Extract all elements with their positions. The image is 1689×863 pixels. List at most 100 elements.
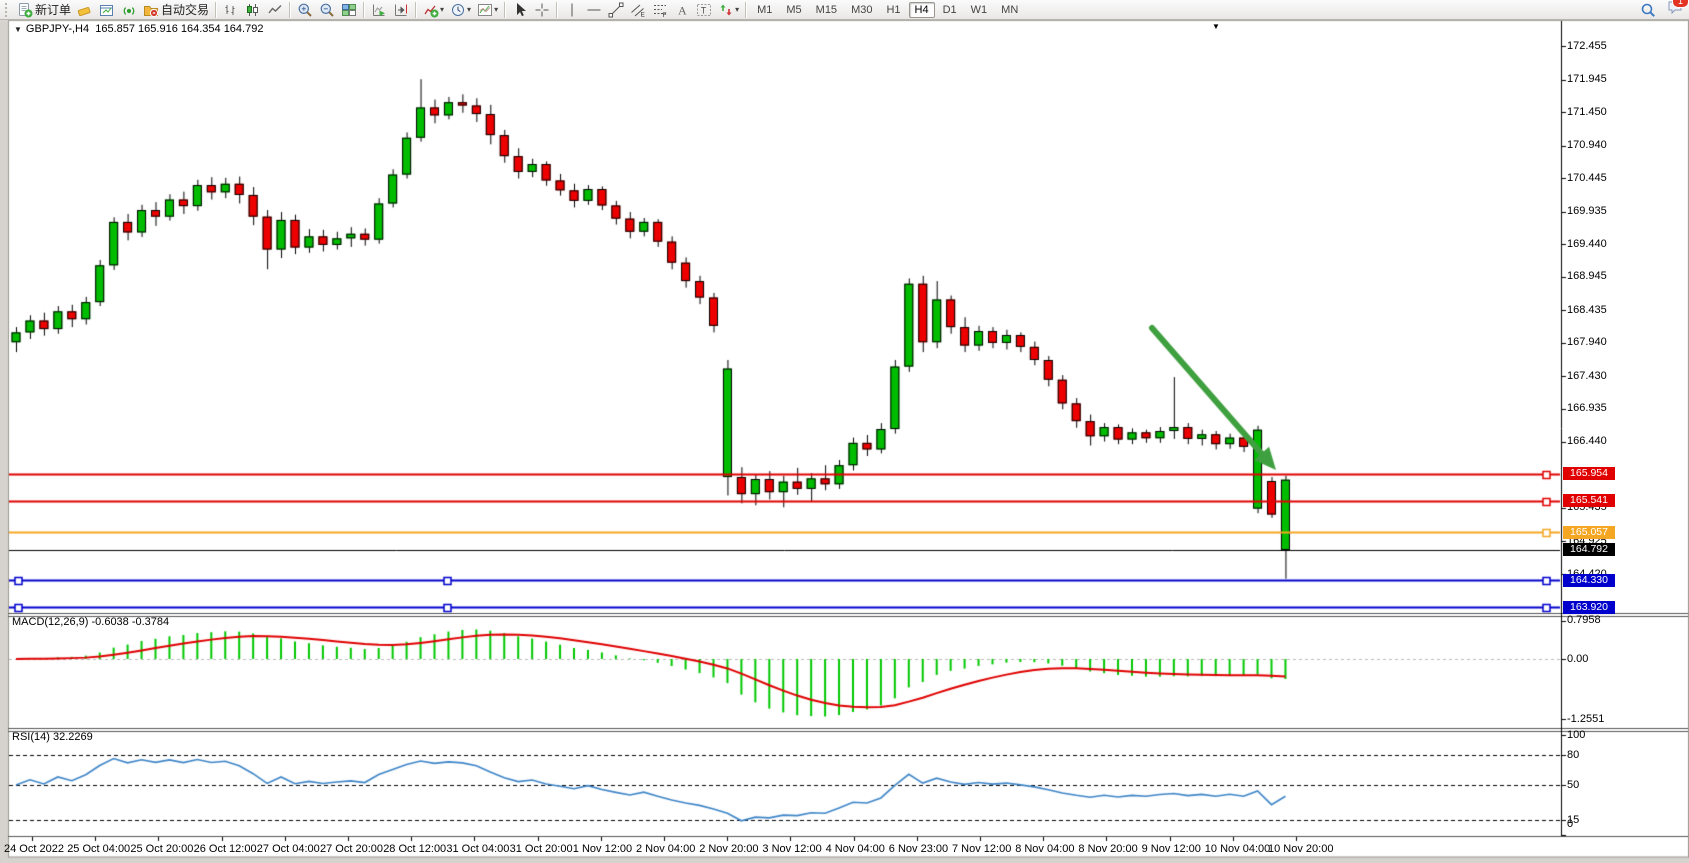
templates-button[interactable]: ▾ xyxy=(474,0,501,20)
toolbar-grip[interactable] xyxy=(5,2,11,17)
time-axis-label: 31 Oct 20:00 xyxy=(509,843,573,855)
shapes-icon xyxy=(720,4,732,15)
chart-title: ▼ GBPJPY-,H4 165.857 165.916 164.354 164.… xyxy=(14,23,263,35)
text-button[interactable]: A xyxy=(671,0,693,20)
trendline-icon xyxy=(608,2,624,17)
timeframe-mn-button[interactable]: MN xyxy=(1001,3,1019,16)
eraser-icon xyxy=(77,6,91,16)
search-icon xyxy=(1641,3,1655,17)
bar-chart-button[interactable] xyxy=(220,0,242,20)
timeframe-m1-button[interactable]: M1 xyxy=(757,3,773,16)
timeframe-w1-button[interactable]: W1 xyxy=(970,3,988,16)
zoom-out-button[interactable] xyxy=(316,0,338,20)
vertical-line-button[interactable] xyxy=(561,0,583,20)
toolbar-separator xyxy=(556,1,559,18)
horizontal-line-button[interactable] xyxy=(583,0,605,20)
time-axis-label: 25 Oct 20:00 xyxy=(130,843,194,855)
timeframe-m30-button[interactable]: M30 xyxy=(851,3,873,16)
price-level-badge: 165.057 xyxy=(1563,525,1615,539)
chat-button[interactable]: 1 xyxy=(1667,0,1689,20)
new-indicator-button[interactable]: ▾ xyxy=(420,0,447,20)
time-axis-label: 9 Nov 12:00 xyxy=(1141,843,1201,855)
trendline-button[interactable] xyxy=(605,0,627,20)
time-axis-label: 8 Nov 04:00 xyxy=(1015,843,1075,855)
chart-shift-marker-icon[interactable]: ▼ xyxy=(1212,22,1220,31)
zoom-in-icon xyxy=(298,3,312,17)
rsi-axis-tick: 50 xyxy=(1567,778,1580,791)
add-indicator-icon xyxy=(424,5,439,17)
new-order-button[interactable]: 新订单 xyxy=(14,0,74,20)
candlestick-button[interactable] xyxy=(242,0,264,20)
time-axis-label: 28 Oct 12:00 xyxy=(383,843,447,855)
time-axis-label: 10 Nov 04:00 xyxy=(1204,843,1271,855)
text-label-button[interactable]: T xyxy=(693,0,715,20)
candlestick-icon xyxy=(247,3,259,16)
equidistant-channel-button[interactable]: E xyxy=(627,0,649,20)
chart-autoscroll-icon xyxy=(373,4,386,16)
zoom-out-icon xyxy=(320,3,334,17)
price-axis-tick: 170.940 xyxy=(1567,139,1607,152)
crosshair-icon xyxy=(535,3,549,16)
time-axis-label: 4 Nov 04:00 xyxy=(825,843,885,855)
price-axis-tick: 168.945 xyxy=(1567,270,1607,283)
cursor-icon xyxy=(517,2,527,16)
chevron-down-icon: ▾ xyxy=(467,5,472,14)
macd-axis-tick: 0.00 xyxy=(1567,652,1589,665)
time-axis-label: 25 Oct 04:00 xyxy=(67,843,131,855)
auto-trading-button-label: 自动交易 xyxy=(161,3,210,17)
chart-shift-button[interactable] xyxy=(390,0,412,20)
svg-text:E: E xyxy=(641,11,646,18)
time-axis-label: 6 Nov 23:00 xyxy=(888,843,949,855)
toolbar-separator xyxy=(504,1,507,18)
time-axis-label: 1 Nov 12:00 xyxy=(572,843,633,855)
tile-windows-button[interactable] xyxy=(338,0,360,20)
toolbar-separator xyxy=(415,1,418,18)
chevron-down-icon: ▾ xyxy=(440,5,445,14)
price-axis-tick: 171.450 xyxy=(1567,105,1607,118)
arrows-button[interactable]: ▾ xyxy=(715,0,742,20)
line-chart-button[interactable] xyxy=(264,0,286,20)
price-axis-tick: 172.455 xyxy=(1567,39,1607,52)
chart-window-icon xyxy=(100,4,114,16)
timeframe-d1-button[interactable]: D1 xyxy=(942,3,957,16)
time-axis-label: 7 Nov 12:00 xyxy=(952,843,1012,855)
signal-button[interactable] xyxy=(118,0,140,20)
price-axis-tick: 170.445 xyxy=(1567,171,1607,184)
auto-scroll-button[interactable] xyxy=(368,0,390,20)
toolbar-separator xyxy=(363,1,366,18)
price-axis-tick: 171.945 xyxy=(1567,73,1607,86)
one-click-trading-icon[interactable]: ▼ xyxy=(14,25,22,34)
timeframe-m5-button[interactable]: M5 xyxy=(786,3,802,16)
price-axis-tick: 166.440 xyxy=(1567,435,1607,448)
crosshair-button[interactable] xyxy=(531,0,553,20)
bar-chart-icon xyxy=(225,4,235,15)
periods-button[interactable]: ▾ xyxy=(447,0,474,20)
zoom-in-button[interactable] xyxy=(294,0,316,20)
timeframe-h1-button[interactable]: H1 xyxy=(886,3,901,16)
timeframe-m15-button[interactable]: M15 xyxy=(815,3,838,16)
auto-trading-button[interactable]: 自动交易 xyxy=(140,0,212,20)
fibonacci-button[interactable]: F xyxy=(649,0,671,20)
time-axis-label: 2 Nov 20:00 xyxy=(699,843,759,855)
rsi-axis-tick: 100 xyxy=(1567,728,1586,741)
chevron-down-icon: ▾ xyxy=(494,5,499,14)
macd-name: MACD(12,26,9) xyxy=(12,616,89,628)
chart-window-button[interactable] xyxy=(96,0,118,20)
rsi-indicator-label: RSI(14) 32.2269 xyxy=(12,731,93,743)
highlighter-button[interactable] xyxy=(74,0,96,20)
time-axis-label: 27 Oct 04:00 xyxy=(256,843,320,855)
chevron-down-icon: ▾ xyxy=(735,5,740,14)
time-axis-label: 27 Oct 20:00 xyxy=(320,843,383,855)
time-axis-label: 24 Oct 2022 xyxy=(4,843,64,855)
rsi-name: RSI(14) xyxy=(12,731,50,743)
cursor-button[interactable] xyxy=(509,0,531,20)
text-a-icon: A xyxy=(678,3,687,17)
search-button[interactable] xyxy=(1637,0,1659,20)
new-order-icon xyxy=(19,2,33,17)
macd-axis-tick: -1.2551 xyxy=(1567,712,1605,725)
signal-icon xyxy=(123,6,135,15)
macd-indicator-label: MACD(12,26,9) -0.6038 -0.3784 xyxy=(12,616,169,628)
hline-icon xyxy=(587,9,601,10)
timeframe-h4-button[interactable]: H4 xyxy=(908,1,935,18)
